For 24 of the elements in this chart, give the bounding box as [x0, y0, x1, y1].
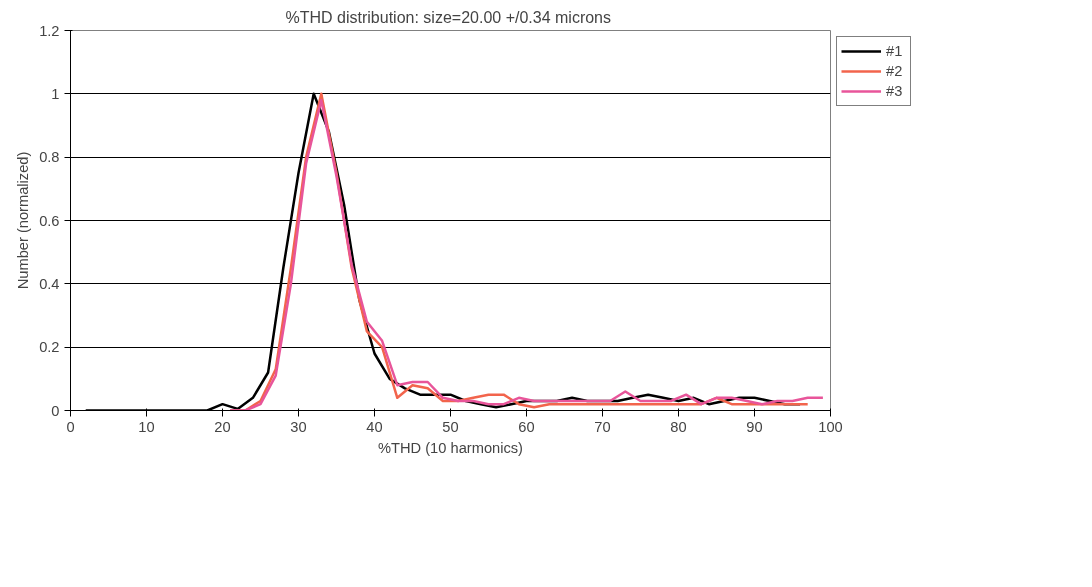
x-tick-label: 90	[746, 418, 763, 435]
y-tick-label: 0	[51, 402, 60, 419]
x-tick-label: 60	[518, 418, 535, 435]
x-tick-label: 0	[66, 418, 75, 435]
x-tick-label: 40	[366, 418, 383, 435]
x-axis-title: %THD (10 harmonics)	[378, 439, 523, 456]
x-tick-label: 10	[138, 418, 155, 435]
chart-title: %THD distribution: size=20.00 +/0.34 microns	[285, 8, 612, 26]
x-tick-label: 80	[670, 418, 687, 435]
legend-label: #1	[886, 43, 904, 59]
y-tick-label: 0.2	[39, 339, 60, 356]
y-tick-label: 0.6	[39, 212, 60, 229]
x-tick-label: 30	[290, 418, 307, 435]
y-axis-title: Number (normalized)	[15, 151, 32, 290]
y-tick-label: 0.4	[39, 275, 60, 292]
x-tick-label: 20	[214, 418, 231, 435]
legend-label: #3	[886, 83, 904, 99]
x-tick-label: 50	[442, 418, 459, 435]
x-tick-label: 70	[594, 418, 611, 435]
y-tick-label: 1	[51, 85, 60, 102]
x-tick-label: 100	[818, 418, 843, 435]
y-tick-label: 0.8	[39, 149, 60, 166]
legend-label: #2	[886, 63, 904, 79]
y-tick-label: 1.2	[39, 22, 60, 39]
